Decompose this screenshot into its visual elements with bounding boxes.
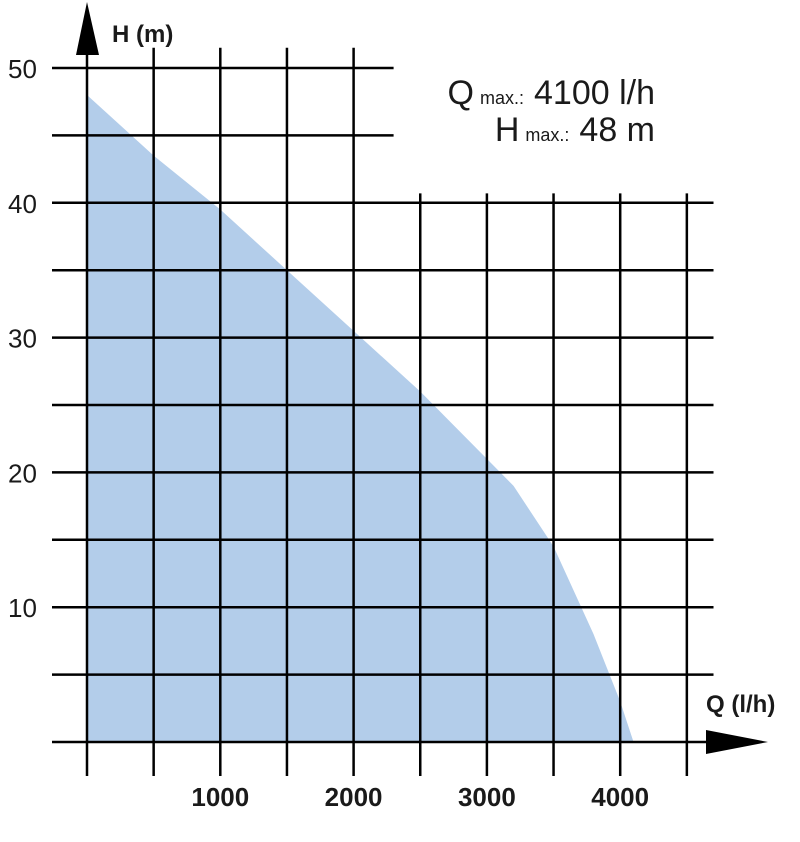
- x-tick-label: 2000: [325, 782, 383, 812]
- y-axis-label: H (m): [112, 21, 173, 48]
- q-max-subscript: max.:: [480, 88, 524, 108]
- q-max-annotation: Q max.: 4100 l/h: [448, 74, 655, 112]
- x-tick-label: 3000: [458, 782, 516, 812]
- h-max-subscript: max.:: [525, 125, 569, 145]
- y-axis-ticks: 10 20 30 40 50: [8, 54, 37, 623]
- y-tick-label: 20: [8, 458, 37, 488]
- q-max-symbol: Q: [448, 74, 474, 112]
- x-tick-label: 1000: [191, 782, 249, 812]
- h-max-annotation: H max.: 48 m: [495, 111, 655, 149]
- y-tick-label: 10: [8, 593, 37, 623]
- chart-grid: [52, 47, 714, 776]
- performance-area: [87, 94, 634, 742]
- x-tick-label: 4000: [591, 782, 649, 812]
- x-axis-label: Q (l/h): [706, 691, 775, 718]
- y-axis-arrow-icon: [76, 2, 99, 55]
- h-max-value: 48 m: [579, 111, 655, 149]
- q-max-value: 4100 l/h: [534, 74, 655, 112]
- y-tick-label: 50: [8, 54, 37, 84]
- x-axis-arrow-icon: [706, 730, 768, 754]
- h-max-symbol: H: [495, 111, 520, 149]
- y-tick-label: 40: [8, 189, 37, 219]
- y-tick-label: 30: [8, 324, 37, 354]
- x-axis-ticks: 1000 2000 3000 4000: [191, 782, 649, 812]
